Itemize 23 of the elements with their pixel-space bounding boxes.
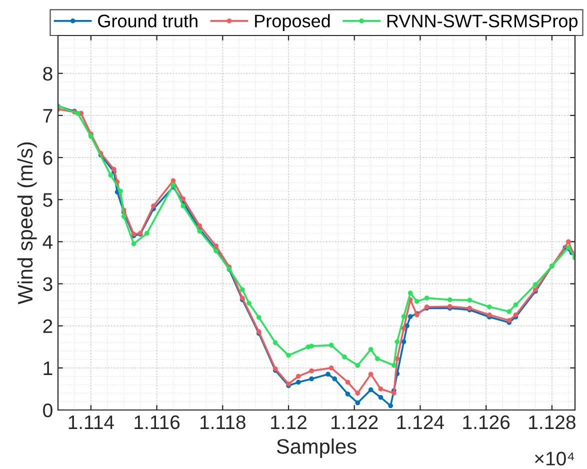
y-tick-label: 3 <box>43 277 52 291</box>
x-tick-label: 1.114 <box>68 416 114 429</box>
x-tick-label: 1.126 <box>463 415 510 430</box>
legend-label: Proposed <box>255 14 330 31</box>
legend-label: Ground truth <box>98 14 198 28</box>
y-tick-label: 2 <box>43 319 52 333</box>
text: ×10⁴ <box>535 452 574 466</box>
legend-label: RVNN-SWT-SRMSProp <box>387 14 578 31</box>
x-tick-label: 1.116 <box>134 415 180 430</box>
x-tick-label: 1.128 <box>529 415 576 430</box>
y-tick-label: 4 <box>42 235 53 249</box>
x-axis-title: Samples <box>276 438 356 458</box>
x-tick-label: 1.124 <box>397 415 444 429</box>
y-tick-label: 8 <box>43 66 52 81</box>
y-tick-label: 5 <box>43 193 52 207</box>
y-tick-label: 6 <box>43 150 52 165</box>
y-tick-label: 1 <box>44 362 52 375</box>
y-tick-label: 0 <box>43 403 52 418</box>
x-tick-label: 1.118 <box>200 415 246 430</box>
y-axis-title: Wind speed (m/s) <box>17 142 37 304</box>
x-tick-label: 1.12 <box>271 415 306 429</box>
x-tick-label: 1.122 <box>332 415 378 429</box>
y-tick-label: 7 <box>43 109 52 122</box>
